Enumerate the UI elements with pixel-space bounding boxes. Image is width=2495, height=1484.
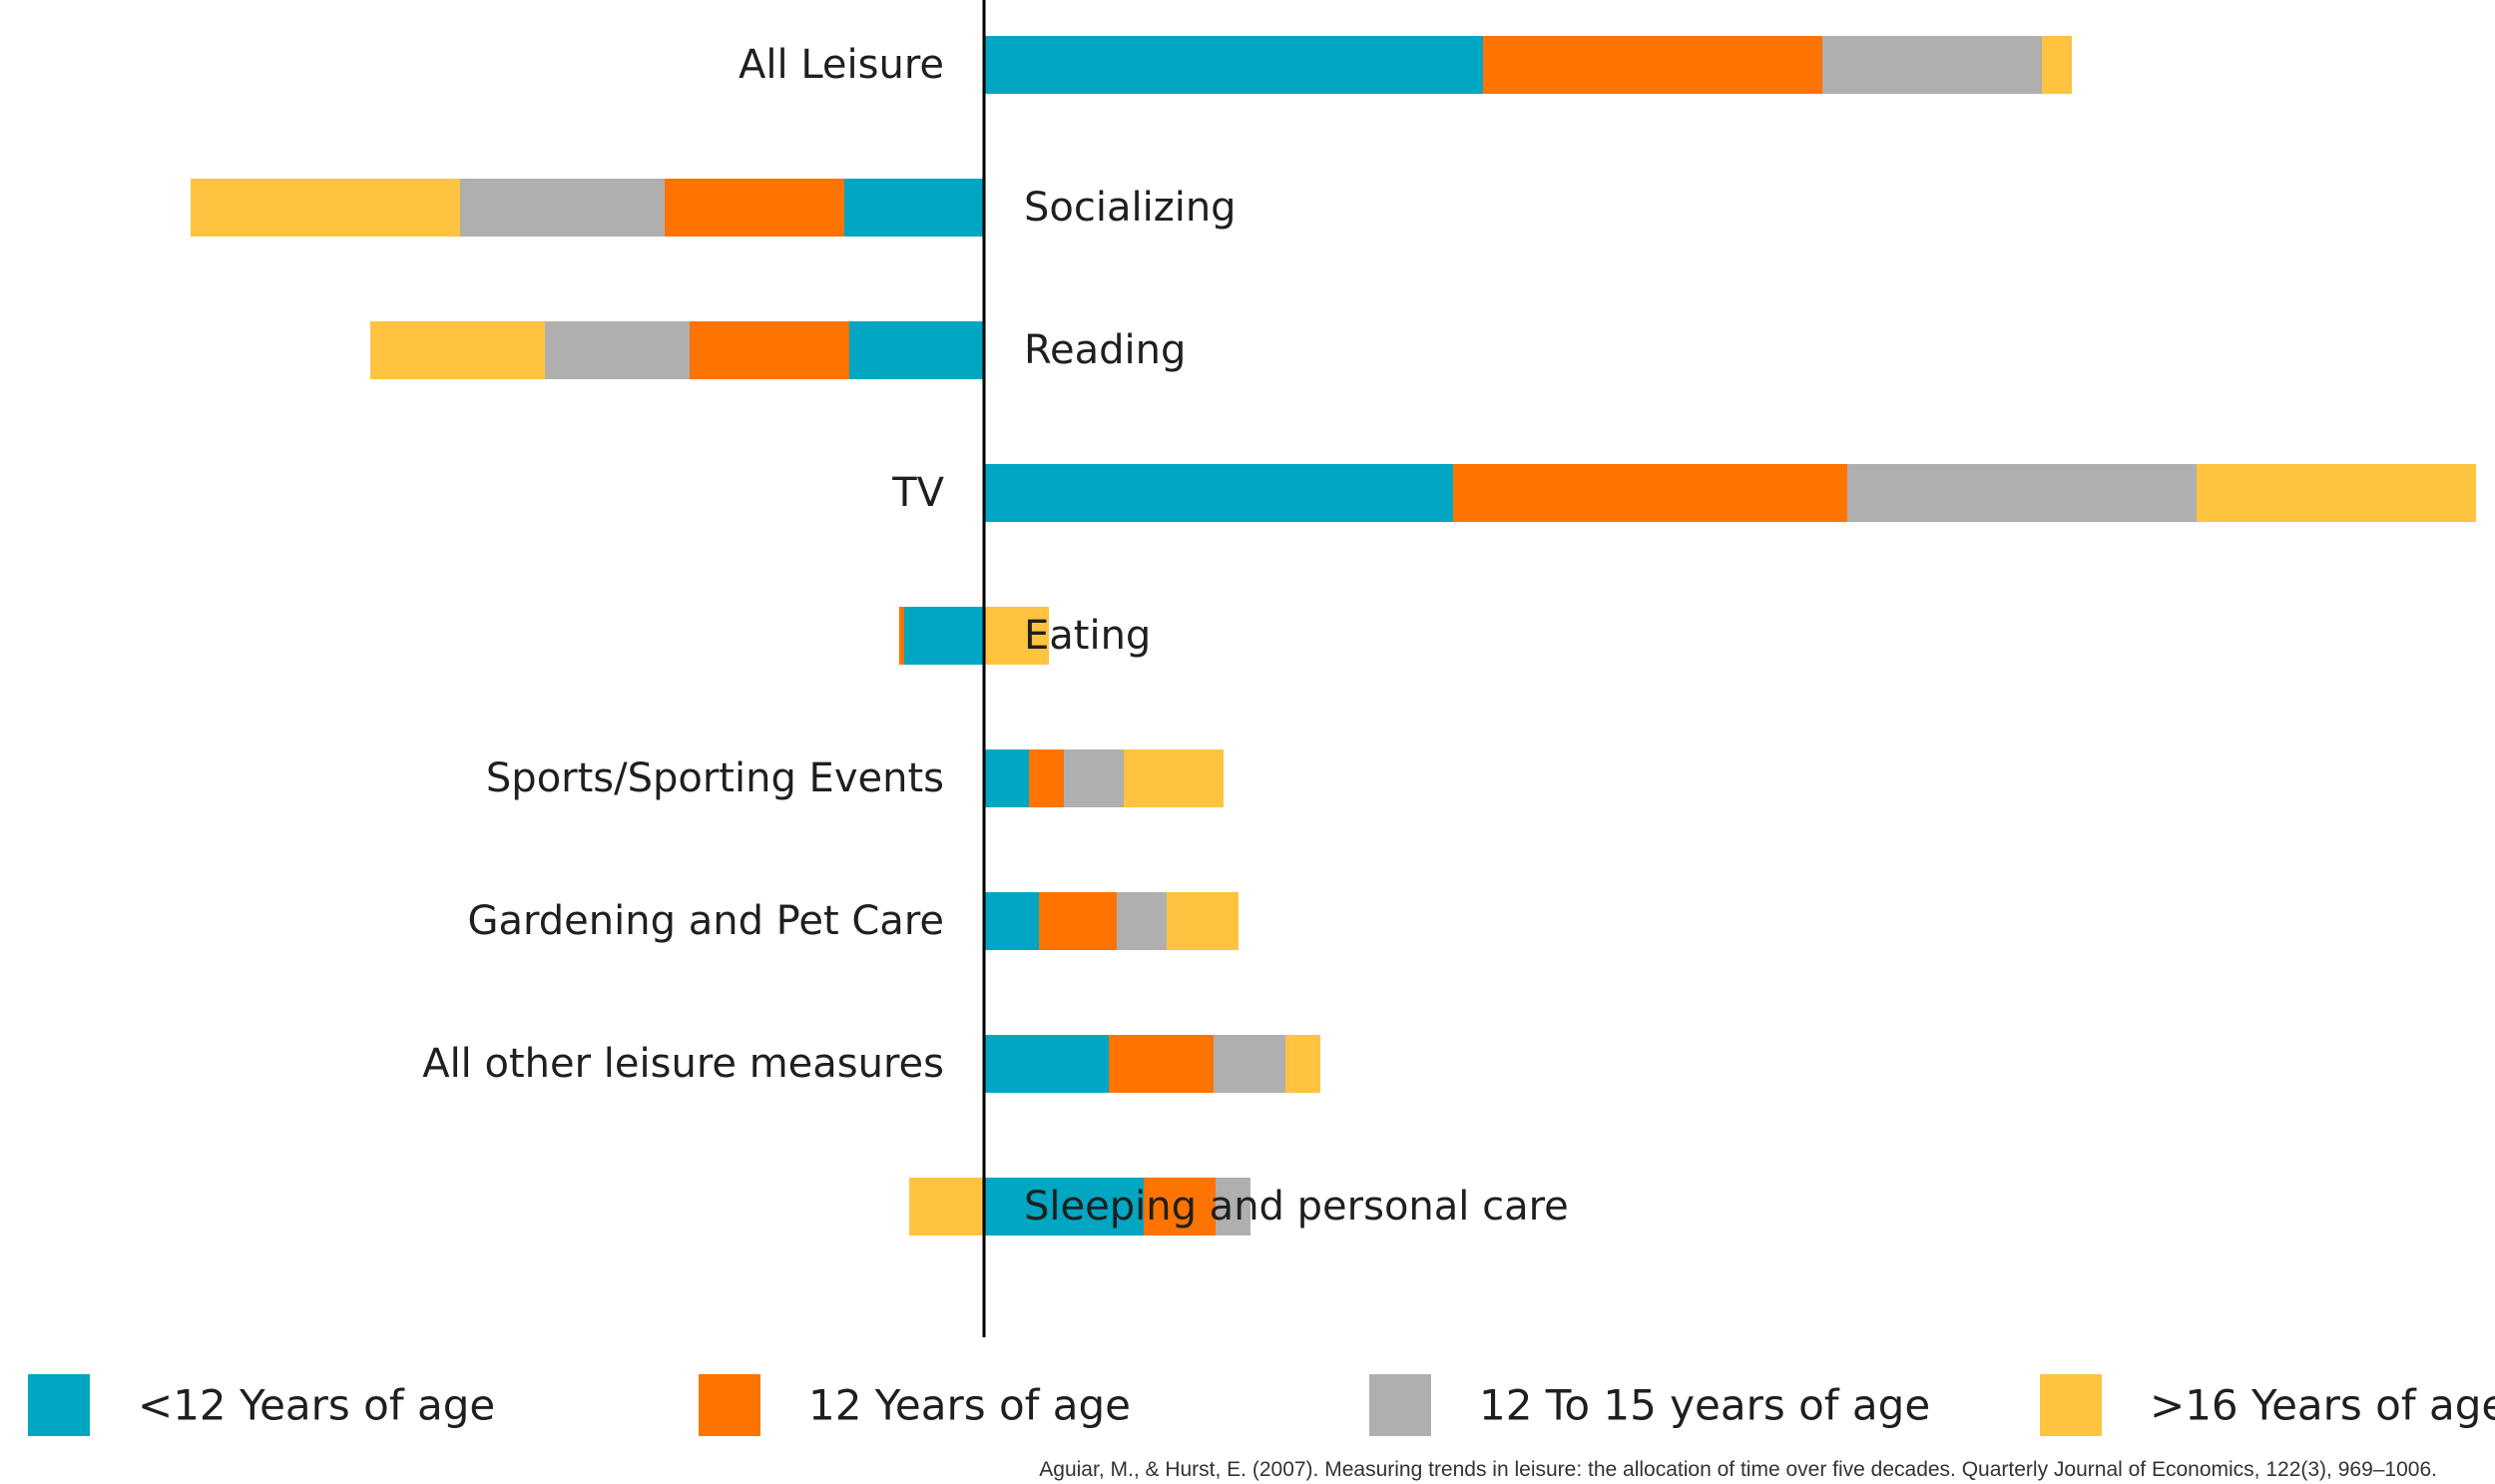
bar-all-other-leisure-measures-series-4 xyxy=(1285,1035,1320,1093)
source-citation: Aguiar, M., & Hurst, E. (2007). Measurin… xyxy=(1039,1458,2437,1481)
bar-all-other-leisure-measures-series-2 xyxy=(1109,1035,1214,1093)
bar-reading-series-3 xyxy=(545,321,690,379)
bar-gardening-and-pet-care-series-1 xyxy=(984,892,1039,950)
bar-gardening-and-pet-care-series-4 xyxy=(1167,892,1239,950)
bar-gardening-and-pet-care-series-2 xyxy=(1039,892,1117,950)
bar-sleeping-and-personal-care-series-2 xyxy=(1144,1178,1216,1236)
category-label-sports-sporting-events: Sports/Sporting Events xyxy=(486,755,944,801)
legend-swatch-4 xyxy=(2040,1374,2102,1436)
legend-label-2: 12 Years of age xyxy=(808,1381,1131,1430)
category-label-sleeping-and-personal-care: Sleeping and personal care xyxy=(1024,1184,1569,1230)
bar-sleeping-and-personal-care-series-3 xyxy=(1216,1178,1250,1236)
bar-reading-series-4 xyxy=(370,321,545,379)
bar-tv-series-4 xyxy=(2197,464,2476,522)
bar-all-leisure-series-1 xyxy=(984,36,1483,94)
bar-eating-series-1 xyxy=(904,607,984,665)
bar-all-other-leisure-measures-series-3 xyxy=(1214,1035,1285,1093)
category-label-all-other-leisure-measures: All other leisure measures xyxy=(422,1041,944,1087)
legend-label-4: >16 Years of age xyxy=(2150,1381,2495,1430)
bar-sports-sporting-events-series-2 xyxy=(1029,749,1064,807)
category-labels: All Leisure Socializing Reading TV Eating Spo… xyxy=(422,42,1569,1230)
bar-all-leisure-series-2 xyxy=(1483,36,1822,94)
bar-sports-sporting-events-series-3 xyxy=(1064,749,1124,807)
legend-label-3: 12 To 15 years of age xyxy=(1479,1381,1930,1430)
legend: <12 Years of age 12 Years of age 12 To 15 … xyxy=(28,1374,2495,1436)
bar-eating-series-2 xyxy=(899,607,904,665)
bar-all-leisure-series-3 xyxy=(1822,36,2042,94)
bar-tv-series-1 xyxy=(984,464,1453,522)
legend-swatch-2 xyxy=(699,1374,760,1436)
category-label-all-leisure: All Leisure xyxy=(739,42,944,88)
bar-socializing-series-4 xyxy=(191,179,460,237)
bar-sports-sporting-events-series-1 xyxy=(984,749,1029,807)
category-label-gardening-and-pet-care: Gardening and Pet Care xyxy=(468,898,944,944)
category-label-reading: Reading xyxy=(1024,327,1186,373)
bar-reading-series-1 xyxy=(849,321,984,379)
bar-socializing-series-1 xyxy=(844,179,984,237)
bars-layer xyxy=(191,36,2476,1236)
bar-sleeping-and-personal-care-series-1 xyxy=(984,1178,1144,1236)
bar-eating-series-4 xyxy=(984,607,1049,665)
category-label-eating: Eating xyxy=(1024,613,1151,659)
bar-socializing-series-2 xyxy=(665,179,844,237)
bar-all-leisure-series-4 xyxy=(2042,36,2072,94)
bar-socializing-series-3 xyxy=(460,179,665,237)
legend-swatch-1 xyxy=(28,1374,90,1436)
bar-reading-series-2 xyxy=(690,321,849,379)
bar-sleeping-and-personal-care-series-4 xyxy=(909,1178,984,1236)
category-label-tv: TV xyxy=(891,470,944,516)
legend-swatch-3 xyxy=(1369,1374,1431,1436)
bar-all-other-leisure-measures-series-1 xyxy=(984,1035,1109,1093)
bar-sports-sporting-events-series-4 xyxy=(1124,749,1224,807)
bar-tv-series-2 xyxy=(1453,464,1847,522)
legend-label-1: <12 Years of age xyxy=(138,1381,495,1430)
bar-tv-series-3 xyxy=(1847,464,2197,522)
category-label-socializing: Socializing xyxy=(1024,185,1237,231)
bar-gardening-and-pet-care-series-3 xyxy=(1117,892,1167,950)
